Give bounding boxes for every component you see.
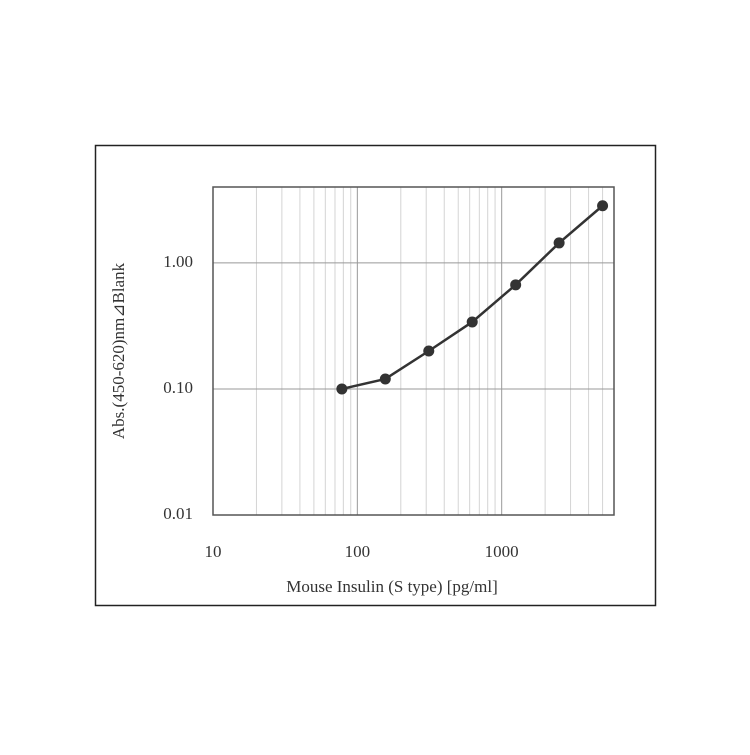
point: [336, 383, 348, 395]
plot-area: [212, 186, 615, 516]
line: [341, 204, 604, 391]
x-axis-label: Mouse Insulin (S type) [pg/ml]: [286, 577, 498, 596]
y-tick-label: 0.01: [163, 504, 193, 523]
x-tick-label: 10: [205, 542, 222, 561]
point: [597, 200, 609, 212]
x-tick-label: 1000: [485, 542, 519, 561]
point: [553, 237, 565, 249]
y-axis-label: Abs.(450-620)nm⊿Blank: [109, 262, 128, 439]
point: [423, 345, 435, 357]
point: [510, 279, 522, 291]
y-tick-label: 1.00: [163, 252, 193, 271]
point: [379, 373, 391, 385]
frame: [94, 144, 657, 607]
y-tick-label: 0.10: [163, 378, 193, 397]
point: [466, 316, 478, 328]
x-tick-label: 100: [345, 542, 371, 561]
